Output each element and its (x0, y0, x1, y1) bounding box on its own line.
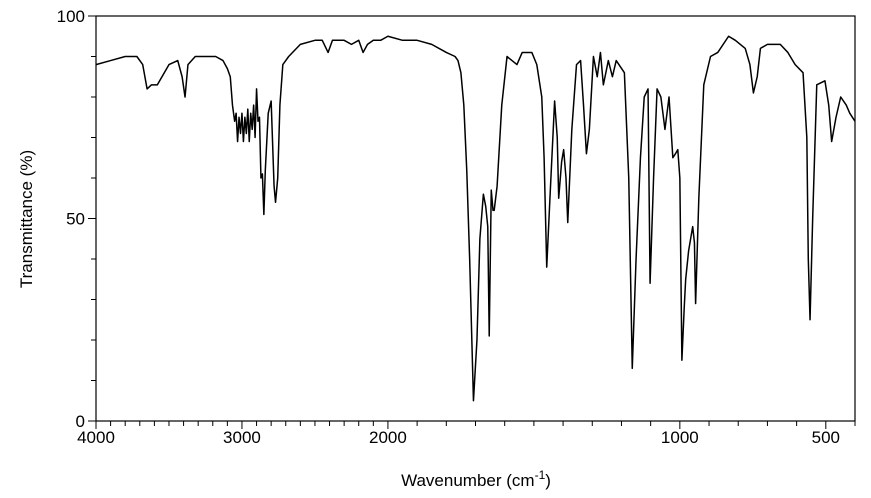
x-tick-label: 500 (812, 428, 840, 447)
x-axis-label: Wavenumber (cm-1) (401, 468, 551, 490)
x-tick-label: 4000 (77, 428, 115, 447)
x-label-text: Wavenumber (cm (401, 471, 535, 490)
x-tick-label: 1000 (661, 428, 699, 447)
y-tick-label: 0 (76, 412, 85, 431)
y-tick-label: 50 (66, 210, 85, 229)
x-tick-label: 3000 (223, 428, 261, 447)
spectrum-line (95, 35, 856, 402)
x-label-end: ) (545, 471, 551, 490)
y-axis-label: Transmittance (%) (17, 150, 36, 288)
x-tick-label: 2000 (369, 428, 407, 447)
y-tick-label: 100 (57, 7, 85, 26)
x-label-sup: -1 (535, 468, 546, 482)
